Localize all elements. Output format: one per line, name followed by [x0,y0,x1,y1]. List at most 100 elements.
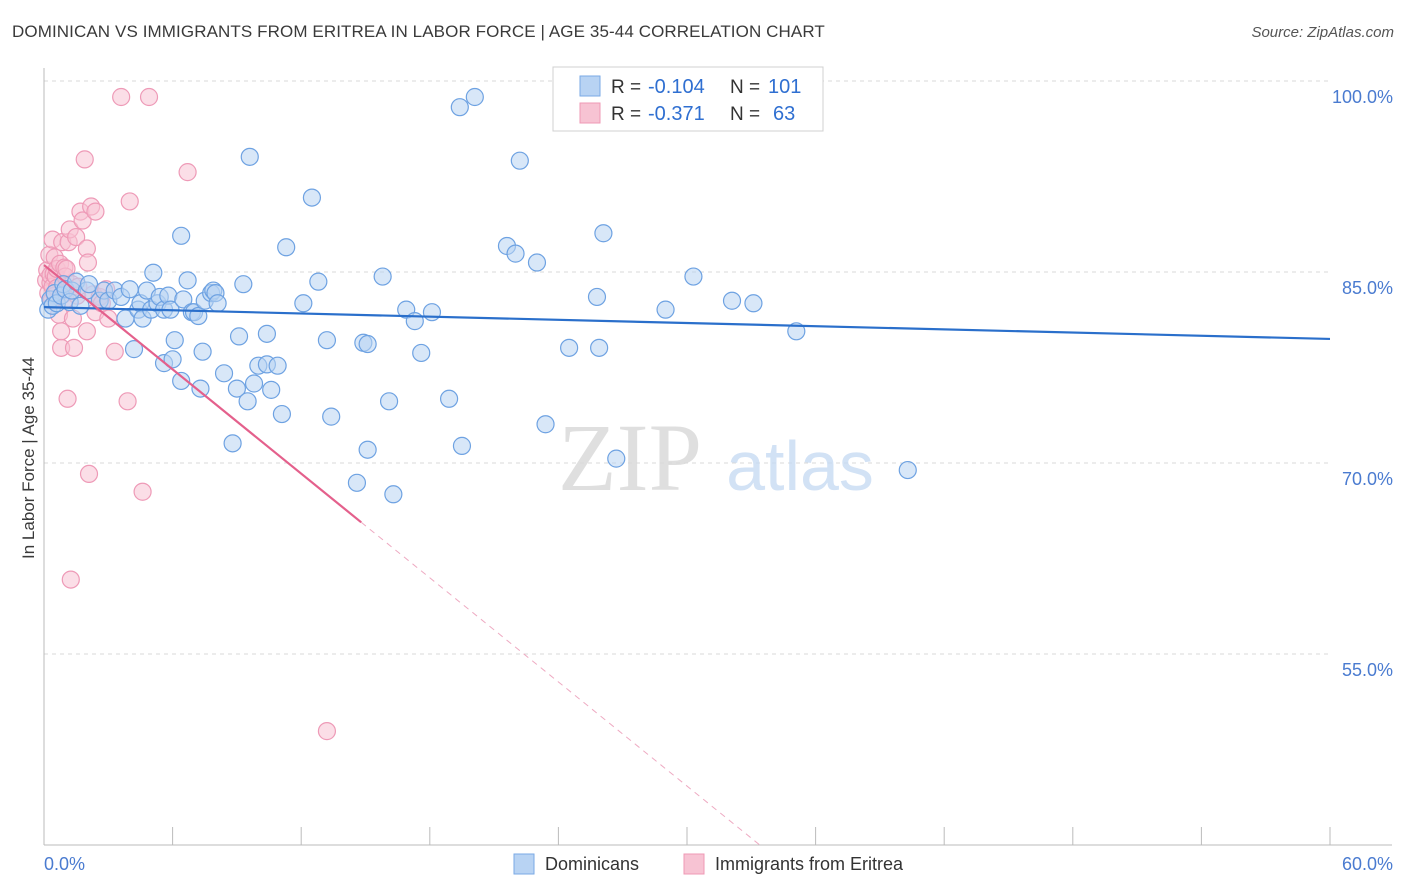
dominican-point [465,87,484,107]
chart-title: DOMINICAN VS IMMIGRANTS FROM ERITREA IN … [12,22,825,41]
dominican-point [412,343,431,363]
dominican-point [317,331,337,350]
legend-swatch-eritrea [579,102,601,124]
eritrea-point [86,202,105,221]
legend-r-label-1: R = [611,77,641,98]
dominican-point [172,226,191,245]
eritrea-point [58,389,77,408]
dominican-point [439,389,459,408]
grid-lines [44,80,1330,655]
dominican-point [257,324,277,343]
legend-r-value-2: -0.371 [648,103,705,125]
eritrea-point [64,338,84,357]
dominican-point [744,294,763,313]
dominican-point [294,294,313,313]
dominican-point [163,350,182,369]
dominican-point [379,392,399,411]
legend-box: R = -0.104 N = 101 R = -0.371 N = 63 [552,66,824,132]
dominican-point [302,188,322,207]
chart-source: Source: ZipAtlas.com [1251,24,1394,41]
bottom-legend-dominicans: Dominicans [545,854,639,874]
dominican-point [214,364,234,383]
series-dominicans [39,87,917,504]
dominican-point [452,436,472,455]
dominican-point [71,296,90,315]
axes [43,68,1392,846]
legend-n-label-2: N = [730,104,760,125]
eritrea-point [78,253,98,272]
eritrea-point [178,163,197,182]
dominican-point [268,356,287,375]
eritrea-point [105,342,124,361]
dominican-point [124,340,144,359]
watermark-zip: ZIP [558,404,702,511]
dominican-point [510,151,529,170]
y-tick-label: 100.0% [1332,87,1393,107]
dominican-point [358,334,377,354]
eritrea-point [77,322,96,341]
eritrea-point [61,570,80,589]
eritrea-point [139,87,159,107]
dominican-point [656,300,675,319]
dominican-point [178,271,197,290]
eritrea-point [133,482,152,501]
dominican-point [607,449,626,468]
dominican-point [309,272,328,291]
eritrea-trend-extension [360,521,761,846]
dominican-point [144,263,163,282]
dominican-point [560,338,579,357]
legend-n-value-1: 101 [768,76,801,98]
dominican-point [238,392,257,411]
dominican-point [587,287,607,307]
dominican-point [787,322,806,341]
legend-n-value-2: 63 [773,103,795,125]
dominican-point [590,338,609,357]
dominican-point [240,147,259,166]
dominican-point [358,440,377,459]
dominicans-trend-line [43,306,1331,341]
eritrea-point [73,211,92,230]
dominican-point [422,303,442,322]
y-tick-label: 55.0% [1342,660,1393,680]
dominican-point [120,280,139,299]
legend-swatch-dominicans [579,75,601,97]
x-tick-labels: 0.0% 60.0% [44,854,1393,874]
dominican-point [322,407,341,426]
dominican-point [722,291,742,310]
y-axis-label: In Labor Force | Age 35-44 [19,357,38,559]
dominican-point [450,98,469,117]
y-tick-label: 70.0% [1342,469,1393,489]
eritrea-point [67,227,86,247]
bottom-legend-swatch-dominicans [513,853,535,875]
dominican-point [223,434,242,453]
watermark-atlas: atlas [726,427,874,505]
x-tick-label-max: 60.0% [1342,854,1393,874]
dominican-point [347,473,367,492]
dominican-point [898,460,917,480]
dominican-point [536,415,555,434]
dominican-point [174,290,193,309]
eritrea-trend-line [43,264,362,524]
dominican-point [506,244,525,263]
bottom-legend: Dominicans Immigrants from Eritrea [513,853,904,875]
legend-r-value-1: -0.104 [648,76,705,98]
dominican-point [527,253,547,272]
dominican-point [272,404,292,424]
eritrea-point [75,150,94,169]
x-tick-label-min: 0.0% [44,854,85,874]
eritrea-point [112,87,131,107]
watermark: ZIP atlas [558,404,874,511]
dominican-point [594,224,613,243]
dominican-point [384,485,403,504]
legend-n-label-1: N = [730,77,760,98]
y-tick-label: 85.0% [1342,278,1393,298]
dominican-point [165,331,184,350]
dominican-point [191,379,210,398]
dominican-point [193,342,212,361]
dominican-point [234,275,253,294]
dominican-point [229,327,249,346]
bottom-legend-eritrea: Immigrants from Eritrea [715,854,904,874]
eritrea-point [120,192,139,211]
dominican-point [208,294,227,313]
